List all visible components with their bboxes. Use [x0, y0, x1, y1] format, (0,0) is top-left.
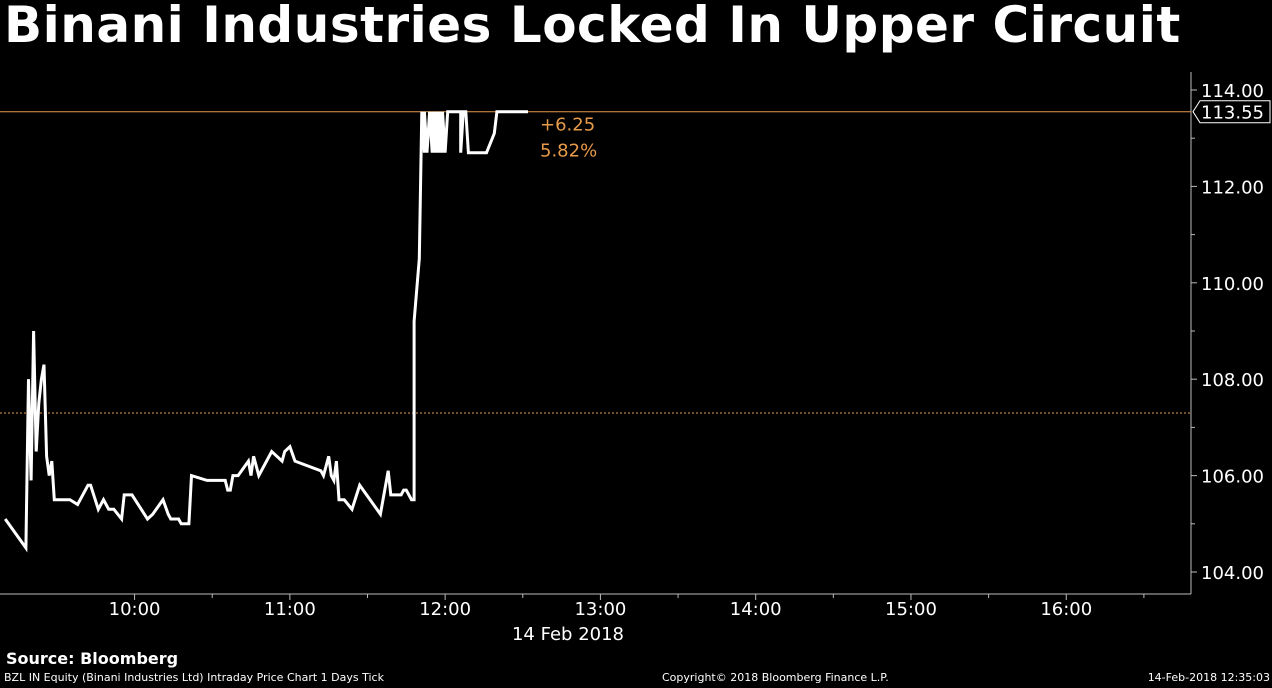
price-series-line: [3, 110, 528, 553]
footer-copyright: Copyright© 2018 Bloomberg Finance L.P.: [662, 671, 889, 684]
x-tick-label: 11:00: [264, 599, 316, 620]
footer-timestamp: 14-Feb-2018 12:35:03: [1147, 671, 1270, 684]
x-axis-ticks: 10:00 11:00 12:00 13:00 14:00 15:00 16:00: [109, 594, 1145, 620]
x-tick-label: 12:00: [419, 599, 471, 620]
x-tick-label: 13:00: [574, 599, 626, 620]
y-axis-ticks: 104.00 106.00 108.00 110.00 112.00 114.00: [1191, 81, 1264, 584]
x-tick-label: 15:00: [885, 599, 937, 620]
change-label: +6.25: [540, 115, 595, 136]
x-axis-date-label: 14 Feb 2018: [512, 624, 624, 645]
y-tick-label: 104.00: [1201, 563, 1264, 584]
y-tick-label: 106.00: [1201, 467, 1264, 488]
change-percent-label: 5.82%: [540, 141, 597, 162]
y-tick-label: 108.00: [1201, 370, 1264, 391]
x-tick-label: 14:00: [730, 599, 782, 620]
y-tick-label: 114.00: [1201, 81, 1264, 102]
last-price-label: 113.55: [1201, 103, 1264, 124]
x-tick-label: 16:00: [1040, 599, 1092, 620]
x-tick-label: 10:00: [109, 599, 161, 620]
footer-description: BZL IN Equity (Binani Industries Ltd) In…: [4, 671, 384, 684]
source-label: Source: Bloomberg: [6, 649, 179, 668]
y-tick-label: 110.00: [1201, 274, 1264, 295]
chart-title: Binani Industries Locked In Upper Circui…: [4, 0, 1181, 54]
last-price-tag-shape: [1192, 100, 1271, 124]
y-tick-label: 112.00: [1201, 177, 1264, 198]
last-price-tag: 113.55: [1192, 100, 1271, 124]
